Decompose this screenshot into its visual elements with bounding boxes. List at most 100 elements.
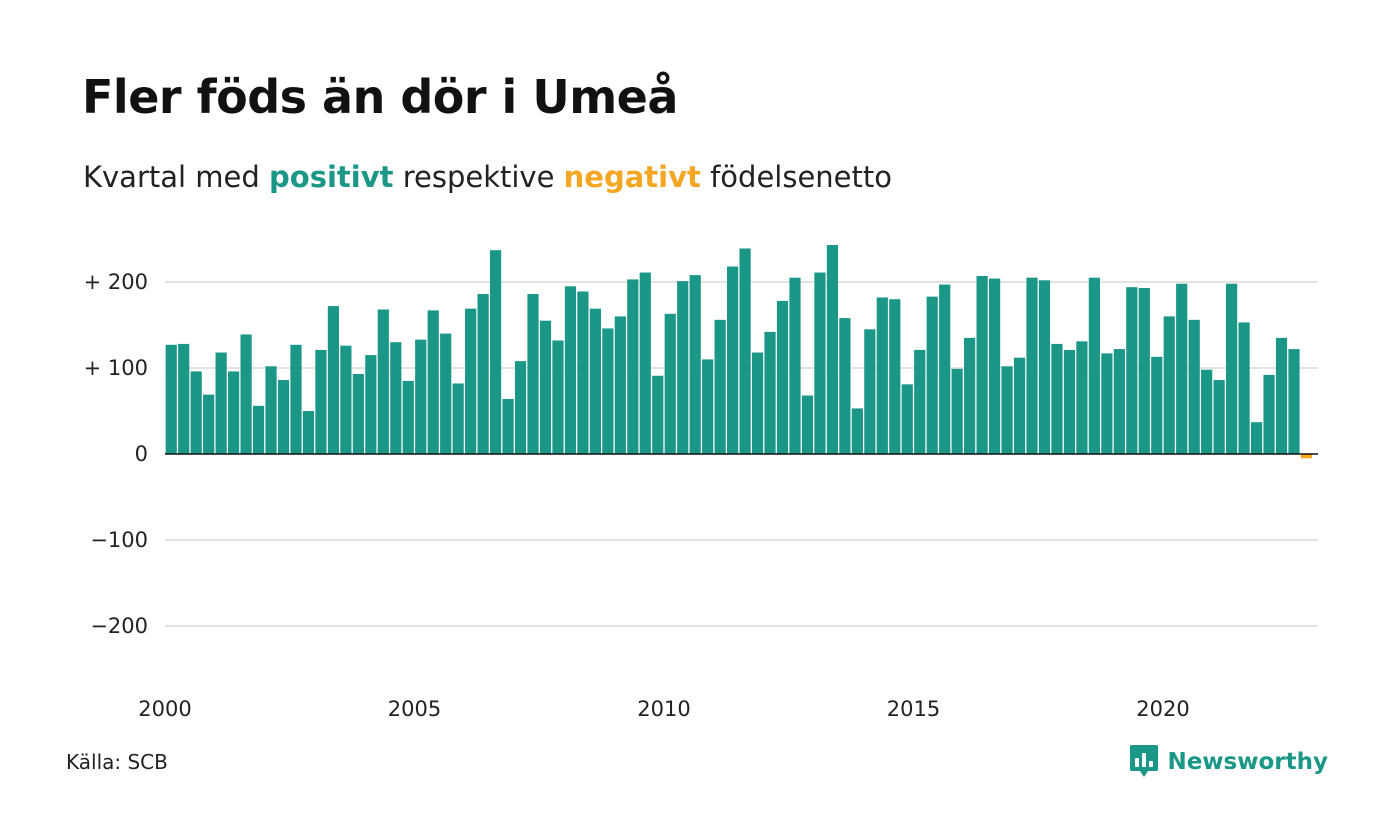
bar xyxy=(215,352,227,454)
y-tick-label: + 200 xyxy=(84,270,148,294)
chart-title: Fler föds än dör i Umeå xyxy=(82,70,678,124)
bar xyxy=(739,248,751,454)
y-axis-labels: −200 −100 0 + 100 + 200 xyxy=(84,270,148,638)
bar xyxy=(252,405,265,454)
bar xyxy=(1288,349,1300,454)
x-axis-labels: 2000 2005 2010 2015 2020 xyxy=(138,697,1189,721)
bar xyxy=(1138,288,1150,454)
bars xyxy=(165,245,1313,459)
bar xyxy=(1113,349,1125,454)
bar xyxy=(1263,374,1275,454)
bar xyxy=(964,337,976,454)
bar xyxy=(1001,366,1013,454)
bar xyxy=(1013,357,1026,454)
bar xyxy=(514,361,527,454)
bar xyxy=(864,329,876,454)
bar xyxy=(801,395,814,454)
x-tick-label: 2010 xyxy=(637,697,690,721)
bar xyxy=(1088,277,1100,454)
bar xyxy=(1188,319,1200,454)
bar xyxy=(228,371,240,454)
bar xyxy=(1176,283,1188,454)
bar xyxy=(1213,380,1225,454)
bar xyxy=(577,291,589,454)
bar xyxy=(502,398,514,454)
bar xyxy=(203,394,215,454)
brand-logo[interactable]: Newsworthy xyxy=(1129,744,1328,780)
bar xyxy=(415,339,427,454)
bar xyxy=(277,380,290,454)
bar xyxy=(988,278,1001,454)
bar xyxy=(1238,322,1250,454)
bar xyxy=(265,366,277,454)
y-tick-label: −200 xyxy=(90,614,148,638)
bar xyxy=(1300,454,1313,459)
bar xyxy=(951,368,963,454)
bar xyxy=(876,297,888,454)
bar xyxy=(365,355,377,454)
bar xyxy=(914,349,926,454)
bar xyxy=(452,383,464,454)
bar xyxy=(402,380,414,454)
bar xyxy=(677,281,689,454)
bar xyxy=(240,334,252,454)
chart-subtitle: Kvartal med positivt respektive negativt… xyxy=(83,160,892,194)
x-tick-label: 2000 xyxy=(138,697,191,721)
bar xyxy=(614,316,626,454)
bar xyxy=(789,277,801,454)
newsworthy-logo-icon xyxy=(1130,745,1159,777)
bar xyxy=(352,374,364,454)
bar xyxy=(1163,316,1175,454)
y-tick-label: −100 xyxy=(90,528,148,552)
source-note: Källa: SCB xyxy=(66,750,168,774)
bar xyxy=(764,331,776,454)
bar xyxy=(652,375,664,454)
bar xyxy=(1038,280,1051,454)
bar xyxy=(727,266,739,454)
subtitle-text-1: Kvartal med xyxy=(83,160,270,194)
bar xyxy=(477,294,489,454)
subtitle-text-2: respektive xyxy=(393,160,564,194)
y-tick-label: + 100 xyxy=(84,356,148,380)
bar xyxy=(702,359,714,454)
bar xyxy=(939,284,951,454)
subtitle-text-3: födelsenetto xyxy=(700,160,892,194)
bar xyxy=(340,345,352,454)
bar-chart: −200 −100 0 + 100 + 200 2000 2005 2010 2015 2020 xyxy=(84,245,1318,721)
bar xyxy=(1051,343,1063,454)
bar xyxy=(290,344,302,454)
brand-name: Newsworthy xyxy=(1167,749,1328,775)
bar xyxy=(1126,287,1138,454)
bar xyxy=(527,294,539,454)
bar xyxy=(627,279,639,454)
bar xyxy=(814,272,826,454)
bar xyxy=(1151,356,1163,454)
bar xyxy=(465,308,477,454)
bar xyxy=(714,319,726,454)
bar xyxy=(427,310,439,454)
x-tick-label: 2020 xyxy=(1136,697,1189,721)
bar xyxy=(1063,349,1076,454)
bar xyxy=(664,313,676,454)
bar xyxy=(489,250,502,454)
bar xyxy=(1226,283,1238,454)
bar xyxy=(589,308,601,454)
bar xyxy=(539,320,552,454)
x-tick-label: 2015 xyxy=(887,697,940,721)
bar xyxy=(889,299,901,454)
y-tick-label: 0 xyxy=(135,442,148,466)
bar xyxy=(639,272,651,454)
bar xyxy=(851,408,863,454)
bar xyxy=(564,286,577,454)
bar xyxy=(1076,341,1088,454)
bar xyxy=(315,349,327,454)
bar xyxy=(377,309,389,454)
bar xyxy=(776,300,789,454)
bar xyxy=(327,306,340,454)
bar xyxy=(751,352,764,454)
bar xyxy=(602,328,614,454)
x-tick-label: 2005 xyxy=(388,697,441,721)
bar xyxy=(839,318,851,454)
subtitle-positive: positivt xyxy=(269,160,394,194)
bar xyxy=(926,296,938,454)
